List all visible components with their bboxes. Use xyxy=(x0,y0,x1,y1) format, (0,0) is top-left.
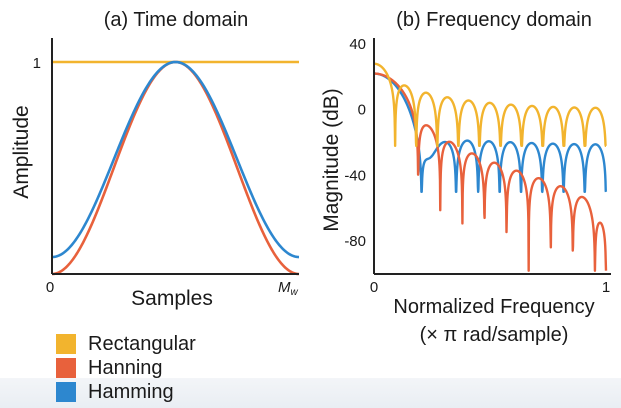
frequency-domain-panel: (b) Frequency domain Magnitude (dB) 40 0 -… xyxy=(320,9,611,346)
frequency-ytick--40: -40 xyxy=(344,167,366,184)
time-domain-xtick-m: M xyxy=(278,279,291,296)
frequency-domain-xtick-1: 1 xyxy=(602,279,610,296)
legend-label-hanning: Hanning xyxy=(88,356,163,379)
frequency-series-hanning xyxy=(373,72,608,272)
time-domain-panel: (a) Time domain Amplitude 1 0 Mw Samples xyxy=(10,9,300,310)
time-domain-xtick-0: 0 xyxy=(46,279,54,296)
time-series-hamming xyxy=(51,60,300,259)
legend-item-hanning: Hanning xyxy=(56,356,196,380)
legend-item-rectangular: Rectangular xyxy=(56,332,196,356)
frequency-series-rectangular xyxy=(373,62,607,148)
legend-item-hamming: Hamming xyxy=(56,380,196,404)
frequency-ytick--80: -80 xyxy=(344,233,366,250)
legend: Rectangular Hanning Hamming xyxy=(56,332,196,404)
frequency-ytick-0: 0 xyxy=(358,102,366,119)
legend-swatch-hamming xyxy=(56,382,76,402)
frequency-domain-yticks: 40 0 -40 -80 xyxy=(344,36,366,250)
frequency-domain-series xyxy=(373,62,608,272)
frequency-ytick-40: 40 xyxy=(349,36,366,53)
frequency-domain-xtick-0: 0 xyxy=(370,279,378,296)
frequency-domain-title: (b) Frequency domain xyxy=(396,9,592,31)
frequency-domain-xlabel: Normalized Frequency xyxy=(393,296,594,318)
time-domain-title: (a) Time domain xyxy=(104,9,249,31)
time-domain-series xyxy=(51,60,300,276)
legend-label-rectangular: Rectangular xyxy=(88,332,196,355)
frequency-domain-ylabel: Magnitude (dB) xyxy=(320,88,343,232)
bottom-band xyxy=(0,378,621,408)
time-domain-xtick-mw: Mw xyxy=(278,279,299,298)
time-domain-ytick-1: 1 xyxy=(33,55,41,72)
time-domain-ylabel: Amplitude xyxy=(10,105,33,198)
time-domain-xlabel: Samples xyxy=(131,287,213,310)
frequency-series-hamming xyxy=(373,72,608,194)
time-series-hanning xyxy=(51,60,300,276)
legend-swatch-hanning xyxy=(56,358,76,378)
legend-label-hamming: Hamming xyxy=(88,380,174,403)
legend-swatch-rectangular xyxy=(56,334,76,354)
frequency-domain-xlabel2: (× π rad/sample) xyxy=(420,324,569,346)
time-domain-xtick-sub: w xyxy=(291,287,299,298)
